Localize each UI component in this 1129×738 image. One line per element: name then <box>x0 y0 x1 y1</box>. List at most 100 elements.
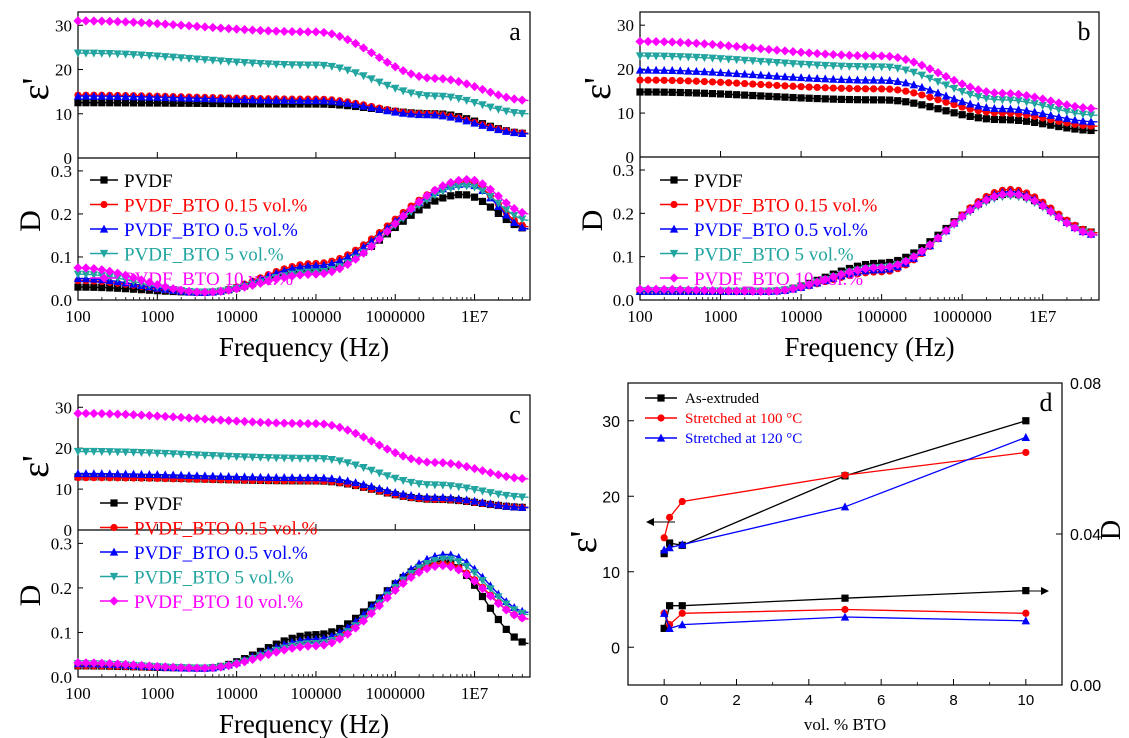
data-point <box>477 179 488 189</box>
data-point <box>121 92 130 101</box>
data-point <box>470 99 479 108</box>
data-point <box>990 95 999 104</box>
data-point <box>406 454 416 464</box>
data-point <box>447 192 455 200</box>
data-point <box>121 448 130 457</box>
data-point <box>470 193 479 201</box>
data-point <box>177 99 185 107</box>
data-point <box>949 84 959 93</box>
data-point <box>764 286 774 296</box>
data-point <box>869 96 878 104</box>
data-point <box>192 663 202 673</box>
data-point <box>295 642 305 652</box>
data-point <box>89 49 99 58</box>
data-point <box>941 81 951 90</box>
data-point <box>957 88 967 97</box>
data-point <box>335 475 344 484</box>
data-point <box>295 262 305 271</box>
data-point <box>813 94 821 103</box>
data-point <box>901 78 910 87</box>
data-point <box>748 286 758 296</box>
data-point <box>517 207 527 218</box>
x-tick-label: 1000 <box>140 307 174 326</box>
data-point <box>990 115 998 124</box>
data-point <box>780 72 790 81</box>
data-point <box>1030 196 1040 206</box>
data-point <box>438 111 448 120</box>
x-tick-label: 100 <box>65 684 91 703</box>
data-point <box>910 89 918 97</box>
data-point <box>414 110 424 119</box>
data-point <box>764 71 774 80</box>
data-point <box>1006 116 1015 124</box>
data-point <box>224 24 234 34</box>
data-point <box>161 99 169 107</box>
y-tick-label: 0.2 <box>51 579 72 598</box>
x-tick-label: 1000 <box>704 307 738 326</box>
data-point <box>431 197 439 205</box>
data-point <box>667 284 677 295</box>
data-point <box>105 448 114 457</box>
data-point <box>398 66 408 76</box>
legend-marker <box>100 200 108 209</box>
legend-marker <box>656 433 666 442</box>
data-point <box>121 285 130 293</box>
data-point <box>1039 120 1047 128</box>
data-point <box>454 95 463 104</box>
data-point <box>749 80 757 88</box>
x-tick-label: 1000000 <box>366 684 426 703</box>
data-point <box>517 473 527 484</box>
data-point <box>287 271 297 281</box>
data-point <box>73 91 83 100</box>
legend-entry: PVDF_BTO 5 vol.% <box>694 245 854 266</box>
data-point <box>853 75 862 84</box>
data-point <box>644 76 652 84</box>
series-line <box>78 450 529 498</box>
y-tick-label: 0.3 <box>51 162 72 181</box>
data-point <box>279 645 289 655</box>
data-point <box>272 100 280 108</box>
data-point <box>942 98 950 106</box>
data-point <box>311 261 321 270</box>
data-point <box>446 177 456 188</box>
data-point <box>232 284 242 294</box>
data-point <box>82 99 90 107</box>
data-point <box>517 95 527 105</box>
data-point <box>239 657 250 667</box>
legend-marker <box>109 572 119 581</box>
data-point <box>176 20 186 30</box>
data-point <box>113 659 123 669</box>
data-point <box>216 415 226 425</box>
data-point <box>804 61 814 70</box>
data-point <box>740 56 749 65</box>
data-point <box>391 84 400 93</box>
data-point <box>279 418 289 428</box>
data-point <box>485 184 496 194</box>
data-point <box>81 16 91 26</box>
data-point <box>494 500 503 509</box>
data-point <box>455 191 463 199</box>
data-point <box>81 447 91 456</box>
data-point <box>343 98 352 107</box>
data-point <box>660 76 668 84</box>
data-point <box>748 43 758 53</box>
data-point <box>764 58 774 67</box>
data-point <box>422 191 432 201</box>
data-point <box>208 471 218 480</box>
data-point <box>256 59 265 68</box>
data-point <box>678 497 686 506</box>
data-point <box>981 195 991 205</box>
data-point <box>423 201 431 209</box>
data-point <box>772 286 782 296</box>
data-point <box>414 492 424 501</box>
data-point <box>462 484 471 493</box>
data-point <box>804 48 814 58</box>
data-point <box>644 88 652 96</box>
data-point <box>358 432 369 442</box>
data-point <box>1022 106 1031 115</box>
legend-entry: PVDF_BTO 0.5 vol.% <box>694 220 868 241</box>
data-point <box>494 490 503 499</box>
data-point <box>295 27 305 37</box>
data-point <box>382 593 392 603</box>
data-point <box>398 578 408 589</box>
